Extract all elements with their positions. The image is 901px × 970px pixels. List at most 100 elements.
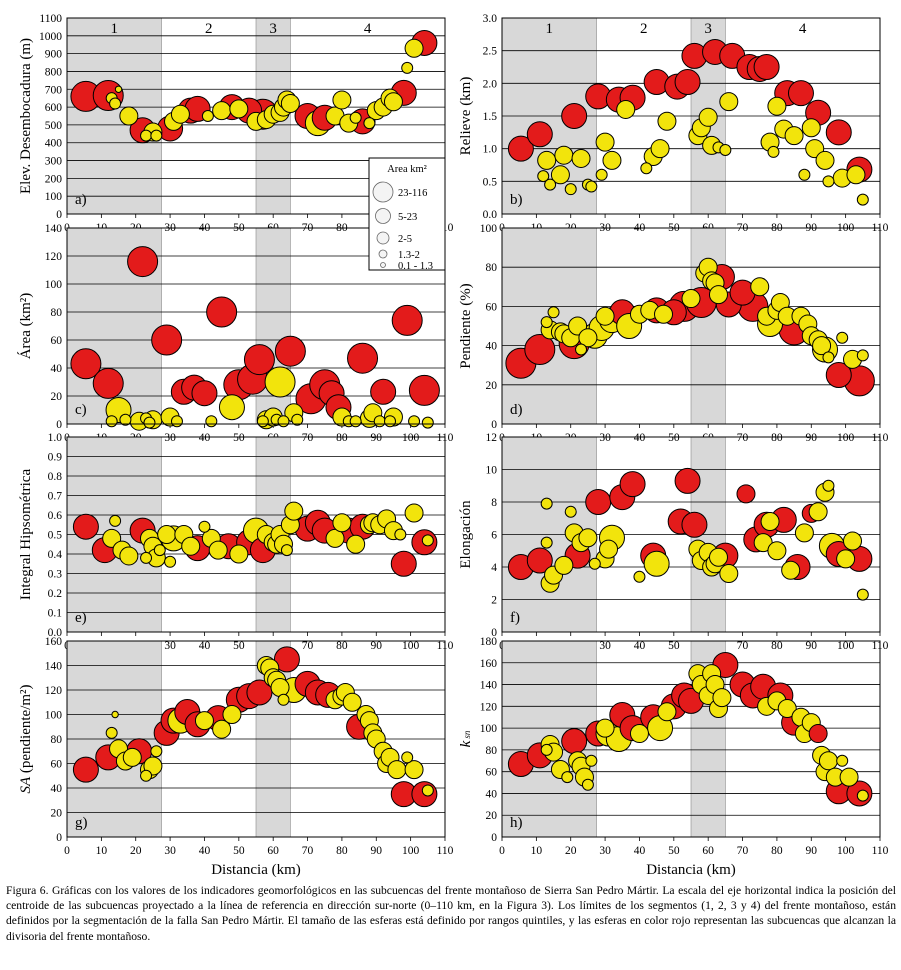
y-tick-label: 1000 <box>39 31 62 43</box>
y-tick-label: 60 <box>486 767 498 779</box>
data-point-yellow <box>373 415 386 428</box>
panel-label: f) <box>510 610 520 626</box>
y-tick-label: 140 <box>480 680 498 692</box>
plot-frame <box>501 17 881 215</box>
data-point-red <box>273 646 300 673</box>
x-tick-label: 10 <box>531 845 543 857</box>
data-point-yellow <box>550 165 570 185</box>
y-tick-label: 300 <box>45 156 63 168</box>
data-point-yellow <box>836 754 849 767</box>
data-point-red <box>753 54 780 80</box>
x-tick-label: 90 <box>806 845 818 857</box>
data-point-yellow <box>654 304 674 324</box>
data-point-yellow <box>349 415 362 428</box>
data-point-red <box>619 471 646 498</box>
x-tick-label: 100 <box>837 432 855 444</box>
plot-frame <box>501 436 881 633</box>
legend-sphere <box>380 262 386 268</box>
data-point-yellow <box>140 551 153 564</box>
data-point-yellow <box>547 306 560 319</box>
data-point-red <box>92 367 124 399</box>
plot-frame <box>66 640 446 838</box>
y-tick-label: 700 <box>45 84 63 96</box>
plot-frame <box>66 227 446 425</box>
data-point-yellow <box>564 183 577 196</box>
data-point-yellow <box>643 550 670 577</box>
data-point-yellow <box>170 415 183 428</box>
y-tick-label: 100 <box>480 723 498 735</box>
segment-label: 1 <box>111 21 119 37</box>
y-tick-label: 0 <box>56 419 62 431</box>
data-point-yellow <box>404 38 424 58</box>
x-tick-label: 0 <box>64 845 70 857</box>
data-point-yellow <box>284 501 304 521</box>
x-tick-label: 80 <box>771 845 783 857</box>
data-point-yellow <box>708 547 728 567</box>
segment-band <box>66 17 162 215</box>
y-tick-label: 140 <box>45 661 63 673</box>
data-point-yellow <box>109 97 122 110</box>
data-point-yellow <box>119 546 139 566</box>
data-point-yellow <box>554 555 574 575</box>
data-point-yellow <box>205 415 218 428</box>
y-tick-label: 0.3 <box>48 569 63 581</box>
data-point-yellow <box>277 693 290 706</box>
y-tick-label: 60 <box>486 301 498 313</box>
y-tick-label: 20 <box>486 810 498 822</box>
data-point-red <box>681 511 708 538</box>
data-point-yellow <box>712 688 732 708</box>
x-tick-label: 70 <box>737 845 749 857</box>
y-axis-label: Relieve (km) <box>458 77 474 156</box>
x-tick-label: 30 <box>599 432 611 444</box>
y-axis-label: SA (pendiente/m²) <box>18 684 34 793</box>
data-point-yellow <box>856 588 869 601</box>
x-tick-label: 50 <box>233 845 245 857</box>
x-tick-label: 40 <box>634 432 646 444</box>
data-point-yellow <box>229 99 249 119</box>
panel-e: 0.00.10.20.30.40.50.60.70.80.91.00102030… <box>18 432 454 652</box>
x-tick-label: 90 <box>371 640 383 652</box>
data-point-yellow <box>544 178 557 191</box>
data-point-yellow <box>401 751 414 764</box>
panel-label: c) <box>75 402 87 418</box>
data-point-yellow <box>332 513 352 533</box>
y-tick-label: 4 <box>491 562 497 574</box>
data-point-yellow <box>229 544 249 564</box>
data-point-yellow <box>540 316 553 329</box>
x-tick-label: 30 <box>164 845 176 857</box>
data-point-yellow <box>537 150 557 170</box>
data-point-red <box>72 756 99 783</box>
data-point-yellow <box>150 129 163 142</box>
y-tick-label: 100 <box>480 223 498 235</box>
data-point-yellow <box>105 415 118 428</box>
data-point-red <box>787 80 814 107</box>
y-tick-label: 8 <box>491 497 497 509</box>
data-point-yellow <box>280 94 300 114</box>
data-point-red <box>151 324 183 356</box>
y-tick-label: 80 <box>51 307 63 319</box>
data-point-red <box>408 374 440 406</box>
segment-band <box>690 227 726 425</box>
x-tick-label: 80 <box>771 432 783 444</box>
data-point-yellow <box>401 61 414 74</box>
figure: 0100200300400500600700800900100011000102… <box>17 13 889 878</box>
x-tick-label: 50 <box>668 432 680 444</box>
data-point-yellow <box>657 111 677 131</box>
y-tick-label: 0.8 <box>48 471 63 483</box>
x-tick-label: 30 <box>164 432 176 444</box>
panel-a: 0100200300400500600700800900100011000102… <box>18 13 454 234</box>
y-tick-label: 2.0 <box>483 78 498 90</box>
y-tick-label: 120 <box>480 701 498 713</box>
x-tick-label: 70 <box>737 432 749 444</box>
y-tick-label: 600 <box>45 102 63 114</box>
panel-f: 0246810120102030405060708090100110f)Elon… <box>458 432 889 652</box>
data-point-yellow <box>408 415 421 428</box>
y-tick-label: 20 <box>486 380 498 392</box>
data-point-yellow <box>222 705 242 724</box>
data-point-red <box>561 103 588 129</box>
y-tick-label: 900 <box>45 49 63 61</box>
panel-d: 0204060801000102030405060708090100110d)P… <box>458 223 889 444</box>
y-tick-label: 0 <box>491 627 497 639</box>
y-tick-label: 80 <box>51 734 63 746</box>
x-tick-label: 20 <box>130 845 142 857</box>
